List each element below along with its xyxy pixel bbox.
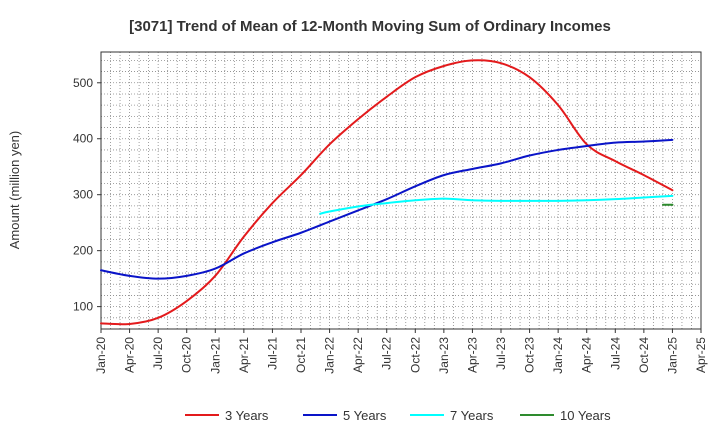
x-tick-label: Oct-23	[523, 337, 537, 373]
y-tick-label: 300	[73, 188, 93, 202]
x-tick-label: Jan-22	[323, 337, 337, 374]
y-tick-label: 500	[73, 76, 93, 90]
plot-area: 100 200 300 400 500 Jan-20 Apr-20 Jul-20 Oct-20 J…	[73, 51, 708, 374]
x-tick-label: Jan-23	[437, 337, 451, 374]
x-tick-label: Jan-20	[94, 337, 108, 374]
legend-label-5-years: 5 Years	[343, 408, 387, 423]
y-tick-label: 200	[73, 244, 93, 258]
y-tick-label: 400	[73, 132, 93, 146]
x-tick-label: Apr-21	[237, 337, 251, 373]
x-tick-label: Jan-21	[208, 337, 222, 374]
legend: 3 Years 5 Years 7 Years 10 Years	[185, 408, 611, 423]
x-tick-label: Oct-20	[180, 337, 194, 373]
x-tick-label: Jul-24	[608, 337, 622, 370]
x-tick-label: Oct-22	[408, 337, 422, 373]
legend-label-7-years: 7 Years	[450, 408, 494, 423]
x-tick-label: Jan-24	[551, 337, 565, 374]
x-tick-label: Oct-24	[637, 337, 651, 373]
x-tick-label: Jul-22	[380, 337, 394, 370]
series-line-5-years	[100, 138, 674, 280]
y-axis-label: Amount (million yen)	[7, 131, 22, 250]
x-tick-label: Apr-24	[580, 337, 594, 373]
plot-border	[100, 51, 702, 330]
x-tick-label: Apr-22	[351, 337, 365, 373]
legend-label-10-years: 10 Years	[560, 408, 611, 423]
x-tick-label: Apr-23	[465, 337, 479, 373]
series-line-7-years	[319, 194, 674, 215]
plot-background	[101, 52, 701, 329]
x-tick-label: Jan-25	[665, 337, 679, 374]
x-tick-label: Apr-25	[694, 337, 708, 373]
legend-label-3-years: 3 Years	[225, 408, 269, 423]
x-tick-label: Apr-20	[123, 337, 137, 373]
y-tick-label: 100	[73, 300, 93, 314]
x-tick-label: Jul-23	[494, 337, 508, 370]
x-tick-label: Oct-21	[294, 337, 308, 373]
chart-title: [3071] Trend of Mean of 12-Month Moving …	[129, 18, 611, 35]
x-tick-label: Jul-20	[151, 337, 165, 370]
series-line-3-years	[100, 59, 674, 326]
x-tick-label: Jul-21	[265, 337, 279, 370]
